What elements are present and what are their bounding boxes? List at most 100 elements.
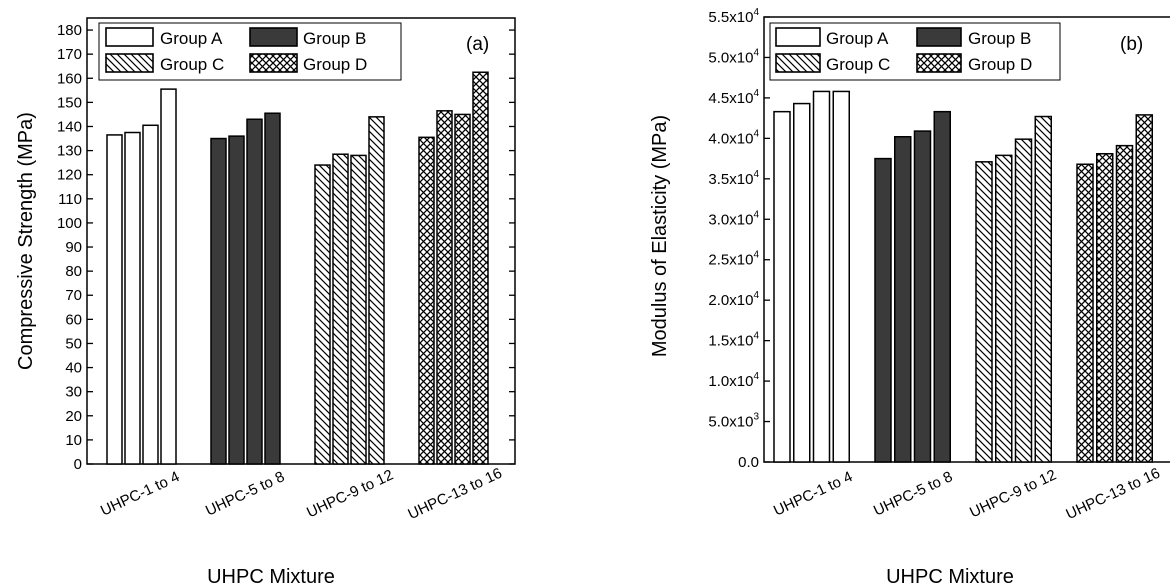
x-tick-label: UHPC-9 to 12 [304,466,396,521]
y-tick-label: 90 [65,239,82,256]
x-tick-label: UHPC-1 to 4 [771,468,855,519]
y-tick-label: 4.0x104 [708,128,759,147]
bar-group-a-3 [142,124,159,465]
x-tick-label: UHPC-9 to 12 [967,466,1059,521]
y-tick-label: 5.0x104 [708,47,759,66]
legend: Group A Group B Group C Group D [98,22,402,81]
y-tick-label: 70 [65,287,82,304]
bar-group-d-2 [436,110,453,465]
bar-group-c-2 [995,154,1013,463]
y-tick-label: 130 [57,143,82,160]
bar-group-b-3 [246,118,263,465]
x-tick-label: UHPC-5 to 8 [203,468,287,519]
legend-swatch-group-c [105,53,154,73]
y-tick-label: 1.5x104 [708,331,759,350]
chart-compressive-strength: (a) UHPC Mixture Compressive Strength (M… [15,17,516,588]
bar-group-a-1 [773,110,791,463]
bar-group-a-4 [160,88,177,465]
y-axis-title: Compressive Strength (MPa) [15,112,37,370]
bar-group-c-4 [368,116,385,465]
y-tick-label: 150 [57,94,82,111]
bar-group-d-1 [418,136,435,465]
y-axis-title: Modulus of Elasticity (MPa) [649,115,671,357]
legend-label-group-a: Group A [160,29,223,48]
legend-label-group-c: Group C [160,55,224,74]
y-tick-label: 140 [57,118,82,135]
bar-group-c-4 [1034,115,1052,463]
bar-group-b-3 [913,130,932,463]
y-tick-label: 50 [65,335,82,352]
bar-group-c-2 [332,153,349,465]
legend-swatch-group-a [105,27,154,47]
bar-group-d-4 [472,71,489,465]
y-tick-label: 2.5x104 [708,250,759,269]
bar-group-c-1 [975,161,993,463]
legend-swatch-group-d [916,53,962,73]
bar-group-a-4 [832,90,850,463]
x-tick-label: UHPC-13 to 16 [1063,465,1162,523]
legend-swatch-group-b [249,27,298,47]
panel-label: (b) [1120,34,1143,55]
x-tick-label: UHPC-1 to 4 [98,468,182,519]
bar-group-d-2 [1096,152,1114,463]
legend-label-group-a: Group A [826,29,889,48]
y-tick-label: 180 [57,22,82,39]
legend-label-group-c: Group C [826,55,890,74]
y-tick-label: 100 [57,215,82,232]
x-tick-label: UHPC-13 to 16 [405,465,504,523]
bar-group-c-3 [1014,138,1033,463]
y-tick-label: 30 [65,384,82,401]
y-tick-label: 4.5x104 [708,88,759,107]
legend-label-group-b: Group B [968,29,1031,48]
legend: Group A Group B Group C Group D [769,22,1061,81]
bar-group-b-1 [210,137,227,465]
y-tick-label: 120 [57,167,82,184]
legend-swatch-group-b [916,27,962,47]
bar-group-b-2 [228,135,245,465]
legend-swatch-group-a [775,27,821,47]
bar-group-c-3 [350,154,367,465]
legend-label-group-b: Group B [303,29,366,48]
y-tick-label: 10 [65,432,82,449]
bar-group-b-4 [264,112,281,465]
plot-frame [86,17,516,465]
y-tick-label: 3.0x104 [708,209,759,228]
bar-group-c-1 [314,164,331,465]
legend-swatch-group-d [249,53,298,73]
bar-group-a-2 [793,102,811,463]
bar-group-b-1 [874,157,892,463]
bar-group-d-3 [1115,144,1134,463]
bar-group-a-1 [106,134,123,465]
bar-group-d-1 [1076,163,1094,463]
bar-group-d-3 [454,113,471,465]
y-tick-label: 3.5x104 [708,169,759,188]
x-axis-title: UHPC Mixture [886,566,1014,588]
y-tick-label: 20 [65,408,82,425]
y-tick-label: 40 [65,360,82,377]
y-tick-label: 160 [57,70,82,87]
y-tick-label: 1.0x104 [708,371,759,390]
x-axis-title: UHPC Mixture [207,566,335,588]
panel-label: (a) [466,34,489,55]
x-tick-label: UHPC-5 to 8 [871,468,955,519]
legend-swatch-group-c [775,53,821,73]
plot-frame [763,16,1170,463]
y-tick-label: 60 [65,311,82,328]
y-tick-label: 5.5x104 [708,7,759,26]
bar-group-d-4 [1135,114,1153,463]
bar-group-b-4 [933,110,951,463]
y-tick-label: 170 [57,46,82,63]
y-tick-label: 0.0 [738,454,759,471]
y-tick-label: 110 [58,191,82,208]
y-tick-label: 5.0x103 [708,412,759,431]
bar-group-b-2 [894,135,912,463]
legend-label-group-d: Group D [968,55,1032,74]
bar-group-a-2 [124,131,141,465]
chart-modulus-of-elasticity: (b) UHPC Mixture Modulus of Elasticity (… [649,7,1170,588]
legend-label-group-d: Group D [303,55,367,74]
bar-group-a-3 [812,90,831,463]
y-tick-label: 0 [74,456,82,473]
y-tick-label: 2.0x104 [708,290,759,309]
y-tick-label: 80 [65,263,82,280]
